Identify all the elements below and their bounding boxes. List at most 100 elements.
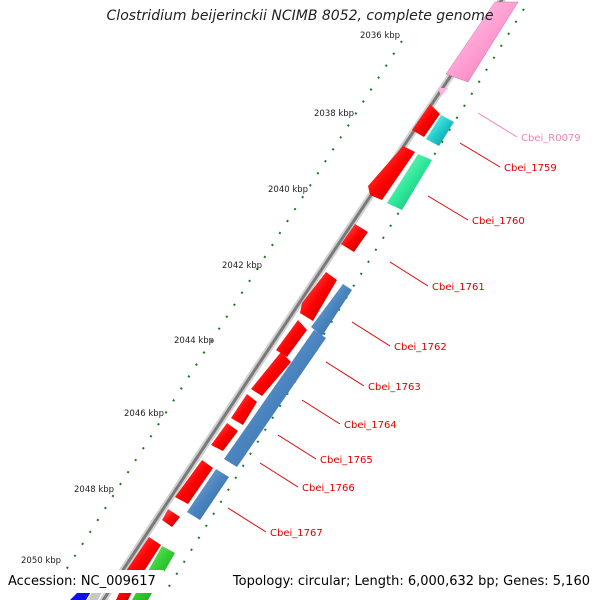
- feature-cbei-1759-arrow[interactable]: [412, 104, 440, 137]
- gene-label-cbei-1767[interactable]: Cbei_1767: [270, 528, 323, 539]
- tick-mark: [293, 207, 297, 211]
- feature-green-arrow[interactable]: [387, 154, 432, 210]
- tick-mark: [271, 416, 275, 420]
- tick-mark: [182, 560, 186, 564]
- tick-mark: [384, 64, 388, 68]
- tick-mark: [362, 100, 365, 103]
- gene-label-cbei-r0079[interactable]: Cbei_R0079: [521, 133, 581, 144]
- gene-label-cbei-1766[interactable]: Cbei_1766: [302, 483, 355, 494]
- tick-mark: [172, 398, 176, 402]
- tick-mark: [470, 92, 474, 96]
- tick-mark: [369, 88, 373, 91]
- callout-line: [459, 142, 501, 168]
- callout-line: [351, 321, 391, 347]
- tick-mark: [308, 183, 312, 187]
- tick-mark: [316, 171, 320, 175]
- tick-mark: [73, 554, 77, 558]
- tick-mark: [119, 482, 122, 486]
- tick-mark: [225, 315, 229, 319]
- tick-mark: [301, 195, 305, 199]
- tick-mark: [354, 112, 358, 115]
- feature-blue-arrow-1[interactable]: [311, 284, 352, 336]
- tick-mark: [522, 8, 525, 12]
- feature-blue-arrow-3[interactable]: [187, 469, 229, 520]
- tick-mark: [263, 428, 267, 432]
- tick-mark: [197, 536, 201, 540]
- feature-cbei-1766-arrow[interactable]: [211, 423, 238, 451]
- tick-mark: [157, 422, 160, 426]
- tick-mark: [202, 351, 206, 354]
- feature-pink-tip[interactable]: [438, 88, 448, 96]
- features: [70, 1, 519, 600]
- tick-mark: [433, 152, 437, 156]
- feature-cbei-1764-arrow[interactable]: [251, 352, 291, 396]
- tick-mark: [126, 470, 130, 474]
- tick-mark: [141, 446, 145, 450]
- feature-blue-arrow-2[interactable]: [224, 330, 326, 467]
- accession-label: Accession: NC_009617: [0, 570, 164, 593]
- tick-mark: [263, 255, 267, 259]
- feature-small-red-arrow[interactable]: [162, 509, 180, 527]
- gene-label-cbei-1760[interactable]: Cbei_1760: [472, 216, 525, 227]
- tick-label-2036: 2036 kbp: [360, 31, 400, 41]
- tick-mark: [396, 212, 400, 216]
- gene-callouts: Cbei_R0079 Cbei_1759 Cbei_1760 Cbei_1761 Cbe…: [227, 112, 581, 539]
- tick-mark: [217, 327, 221, 331]
- tick-mark: [389, 224, 393, 228]
- tick-mark: [400, 40, 403, 44]
- tick-mark: [210, 339, 213, 343]
- tick-label-2044: 2044 kbp: [174, 336, 214, 346]
- tick-mark: [392, 52, 396, 56]
- tick-mark: [377, 76, 380, 80]
- feature-cyan-arrow[interactable]: [426, 115, 454, 146]
- gene-label-cbei-1764[interactable]: Cbei_1764: [344, 420, 397, 431]
- map-title: Clostridium beijerinckii NCIMB 8052, com…: [106, 8, 494, 24]
- feature-cbei-1761-arrow[interactable]: [341, 224, 368, 252]
- tick-mark: [167, 584, 171, 588]
- tick-mark: [219, 500, 223, 504]
- callout-line: [325, 361, 365, 387]
- tick-mark: [103, 506, 107, 510]
- tick-mark: [507, 32, 511, 36]
- callout-line: [427, 195, 469, 221]
- tick-mark: [485, 68, 488, 72]
- tick-mark: [339, 135, 343, 139]
- tick-mark: [455, 116, 459, 120]
- feature-cbei-r0079-arrow[interactable]: [445, 1, 519, 83]
- tick-mark: [367, 260, 370, 264]
- tick-mark: [492, 56, 496, 60]
- tick-mark: [514, 20, 518, 24]
- feature-cbei-1760-arrow[interactable]: [368, 146, 415, 200]
- tick-mark: [134, 458, 138, 462]
- feature-cbei-1767-arrow[interactable]: [175, 460, 213, 504]
- tick-mark: [346, 124, 350, 127]
- feature-cbei-1765-arrow[interactable]: [231, 394, 257, 425]
- tick-mark: [212, 512, 216, 516]
- tick-mark: [331, 147, 335, 151]
- tick-mark: [190, 548, 193, 552]
- gene-label-cbei-1762[interactable]: Cbei_1762: [394, 342, 447, 353]
- tick-label-2038: 2038 kbp: [314, 109, 354, 119]
- tick-mark: [111, 494, 115, 498]
- gene-label-cbei-1759[interactable]: Cbei_1759: [504, 163, 557, 174]
- tick-mark: [175, 572, 179, 576]
- tick-mark: [324, 159, 327, 163]
- tick-mark: [255, 267, 259, 271]
- tick-mark: [352, 284, 356, 288]
- topology-label: Topology: circular; Length: 6,000,632 bp…: [222, 570, 600, 593]
- gene-label-cbei-1761[interactable]: Cbei_1761: [432, 282, 485, 293]
- tick-mark: [477, 80, 481, 84]
- gene-label-cbei-1763[interactable]: Cbei_1763: [368, 382, 421, 393]
- tick-label-2046: 2046 kbp: [124, 409, 164, 419]
- tick-label-2050: 2050 kbp: [21, 556, 61, 566]
- feature-cbei-1762-arrow[interactable]: [300, 272, 337, 321]
- tick-mark: [499, 44, 503, 48]
- callout-line: [227, 507, 267, 533]
- feature-cbei-1763-arrow[interactable]: [276, 320, 307, 357]
- gene-label-cbei-1765[interactable]: Cbei_1765: [320, 455, 373, 466]
- tick-mark: [278, 231, 282, 235]
- tick-mark: [271, 243, 274, 247]
- tick-mark: [249, 452, 252, 456]
- tick-mark: [88, 530, 92, 534]
- tick-ring: [65, 40, 403, 570]
